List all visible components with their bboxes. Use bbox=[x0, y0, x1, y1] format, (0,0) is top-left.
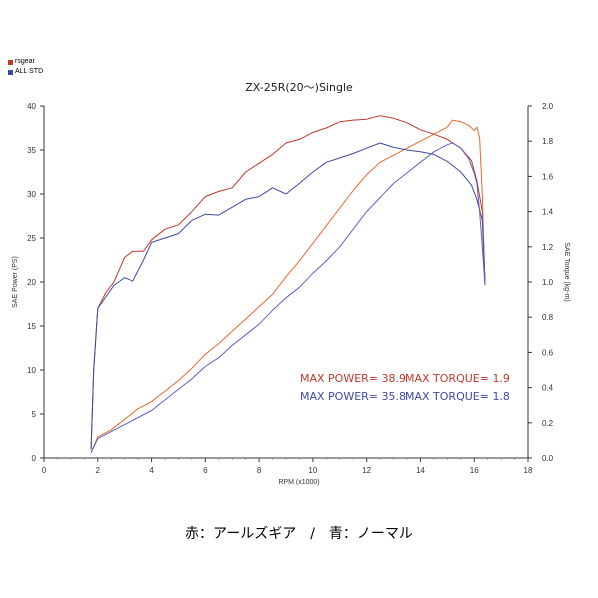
x-tick-label: 16 bbox=[470, 466, 479, 475]
y-right-tick-label: 0.0 bbox=[542, 454, 554, 463]
y-right-tick-label: 1.8 bbox=[542, 137, 554, 146]
x-tick-label: 10 bbox=[308, 466, 317, 475]
max-value-annotation: MAX TORQUE= 1.9 bbox=[405, 372, 510, 385]
series-line-1 bbox=[90, 115, 486, 450]
x-tick-label: 2 bbox=[96, 466, 101, 475]
y-right-tick-label: 1.6 bbox=[542, 172, 554, 181]
legend-item-all-std: ALL STD bbox=[8, 67, 43, 77]
legend: rsgear ALL STD bbox=[8, 57, 43, 77]
y-right-tick-label: 1.2 bbox=[542, 243, 554, 252]
y-right-tick-label: 0.2 bbox=[542, 419, 554, 428]
legend-item-rsgear: rsgear bbox=[8, 57, 43, 67]
legend-swatch-icon bbox=[8, 69, 13, 75]
series-line-3 bbox=[90, 142, 486, 450]
max-value-annotation: MAX POWER= 38.9 bbox=[300, 372, 406, 385]
y-right-tick-label: 1.4 bbox=[542, 208, 554, 217]
y-right-tick-label: 0.6 bbox=[542, 348, 554, 357]
y-left-tick-label: 15 bbox=[27, 322, 36, 331]
y-left-tick-label: 20 bbox=[27, 278, 36, 287]
y-right-tick-label: 0.8 bbox=[542, 313, 554, 322]
series-line-2 bbox=[90, 119, 486, 453]
x-axis-label: RPM (x1000) bbox=[278, 479, 319, 486]
x-tick-label: 8 bbox=[257, 466, 262, 475]
y-right-tick-label: 1.0 bbox=[542, 278, 554, 287]
y-axis-right-label: SAE Torque (kg-m) bbox=[563, 242, 570, 301]
y-right-tick-label: 2.0 bbox=[542, 102, 554, 111]
x-tick-label: 0 bbox=[42, 466, 47, 475]
x-tick-label: 18 bbox=[524, 466, 533, 475]
y-left-tick-label: 30 bbox=[27, 190, 36, 199]
y-axis-left-label: SAE Power (PS) bbox=[12, 256, 19, 308]
y-left-tick-label: 35 bbox=[27, 146, 36, 155]
chart-title: ZX-25R(20～)Single bbox=[245, 81, 353, 94]
caption: 赤：アールズギア / 青：ノーマル bbox=[185, 526, 413, 542]
y-right-tick-label: 0.4 bbox=[542, 384, 554, 393]
y-left-tick-label: 5 bbox=[32, 410, 37, 419]
x-tick-label: 4 bbox=[149, 466, 154, 475]
y-left-tick-label: 0 bbox=[32, 454, 37, 463]
legend-swatch-icon bbox=[8, 59, 13, 65]
y-left-tick-label: 10 bbox=[27, 366, 36, 375]
legend-label: ALL STD bbox=[15, 68, 44, 75]
y-left-tick-label: 25 bbox=[27, 234, 36, 243]
max-value-annotation: MAX POWER= 35.8 bbox=[300, 390, 406, 403]
x-tick-label: 12 bbox=[362, 466, 371, 475]
x-tick-label: 14 bbox=[416, 466, 425, 475]
y-left-tick-label: 40 bbox=[27, 102, 36, 111]
legend-label: rsgear bbox=[15, 58, 35, 65]
series-line-4 bbox=[90, 142, 486, 453]
x-tick-label: 6 bbox=[203, 466, 208, 475]
max-value-annotation: MAX TORQUE= 1.8 bbox=[405, 390, 510, 403]
